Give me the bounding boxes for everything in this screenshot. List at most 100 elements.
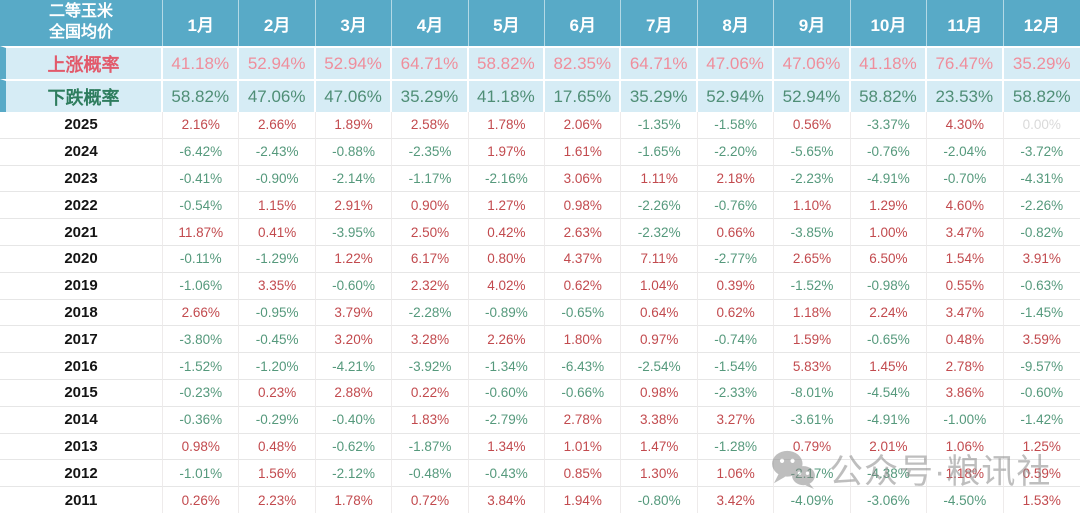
value-cell: 0.22%: [392, 379, 469, 407]
value-cell: 1.89%: [315, 112, 393, 139]
year-row: 2021 11.87% 0.41% -3.95% 2.50% 0.42% 2.63% -2.3…: [0, 219, 1080, 246]
value-cell: 0.55%: [927, 272, 1004, 300]
value-cell: -1.01%: [163, 460, 240, 488]
value-cell: 0.90%: [392, 192, 469, 220]
value-cell: 1.06%: [927, 433, 1004, 461]
value-cell: -0.89%: [468, 299, 546, 327]
value-cell: -0.76%: [850, 138, 928, 166]
value-cell: -0.41%: [163, 165, 240, 193]
value-cell: -0.65%: [545, 299, 622, 327]
value-cell: 1.29%: [850, 192, 928, 220]
value-cell: 0.98%: [163, 433, 240, 461]
month-header: 8月: [697, 0, 775, 46]
value-cell: 2.01%: [850, 433, 928, 461]
value-cell: 1.18%: [927, 460, 1004, 488]
value-cell: -0.98%: [850, 272, 928, 300]
value-cell: 2.50%: [392, 219, 469, 246]
fall-probability-value: 35.29%: [621, 79, 698, 112]
value-cell: -0.88%: [315, 138, 393, 166]
value-cell: -4.91%: [850, 406, 928, 434]
month-header: 10月: [850, 0, 928, 46]
value-cell: -3.61%: [774, 406, 851, 434]
value-cell: -4.38%: [850, 460, 928, 488]
value-cell: -0.76%: [697, 192, 775, 220]
value-cell: 1.94%: [545, 487, 622, 513]
value-cell: 1.10%: [774, 192, 851, 220]
value-cell: 3.86%: [927, 379, 1004, 407]
value-cell: -4.09%: [774, 487, 851, 513]
value-cell: -2.79%: [468, 406, 546, 434]
year-row: 2017 -3.80% -0.45% 3.20% 3.28% 2.26% 1.80% 0.97…: [0, 326, 1080, 354]
value-cell: 1.45%: [850, 353, 928, 380]
year-label: 2022: [0, 192, 164, 220]
value-cell: 0.23%: [239, 379, 316, 407]
value-cell: -1.87%: [392, 433, 469, 461]
month-header: 7月: [621, 0, 698, 46]
value-cell: 1.78%: [468, 112, 546, 139]
value-cell: -4.21%: [315, 353, 393, 380]
value-cell: -1.65%: [621, 138, 698, 166]
value-cell: 0.56%: [774, 112, 851, 139]
value-cell: 2.78%: [545, 406, 622, 434]
table-title-line: 全国均价: [49, 24, 114, 41]
value-cell: 1.30%: [621, 460, 698, 488]
value-cell: -0.70%: [927, 165, 1004, 193]
rise-probability-value: 41.18%: [850, 46, 928, 79]
year-label: 2019: [0, 272, 164, 300]
value-cell: -0.11%: [163, 245, 240, 273]
value-cell: -0.29%: [239, 406, 316, 434]
rise-probability-value: 35.29%: [1003, 46, 1080, 79]
value-cell: -4.31%: [1003, 165, 1080, 193]
fall-probability-value: 52.94%: [697, 79, 775, 112]
value-cell: -0.45%: [239, 326, 316, 354]
value-cell: -1.45%: [1003, 299, 1080, 327]
month-header: 9月: [774, 0, 851, 46]
value-cell: -5.65%: [774, 138, 851, 166]
value-cell: 3.84%: [468, 487, 546, 513]
value-cell: 2.91%: [315, 192, 393, 220]
value-cell: -2.14%: [315, 165, 393, 193]
value-cell: 0.72%: [392, 487, 469, 513]
year-row: 2022 -0.54% 1.15% 2.91% 0.90% 1.27% 0.98% -2.26…: [0, 192, 1080, 220]
rise-probability-value: 82.35%: [545, 46, 622, 79]
year-row: 2014 -0.36% -0.29% -0.40% 1.83% -2.79% 2.78% 3.…: [0, 406, 1080, 434]
value-cell: 6.50%: [850, 245, 928, 273]
year-label: 2012: [0, 460, 164, 488]
year-label: 2024: [0, 138, 164, 166]
value-cell: 2.18%: [697, 165, 775, 193]
value-cell: 3.47%: [927, 219, 1004, 246]
value-cell: 2.26%: [468, 326, 546, 354]
value-cell: -3.72%: [1003, 138, 1080, 166]
value-cell: -2.28%: [392, 299, 469, 327]
table-header: 二等玉米 全国均价 1月 2月 3月 4月 5月 6月 7月 8月 9月 10月 11月 12月: [0, 0, 1080, 46]
value-cell: -1.06%: [163, 272, 240, 300]
rise-probability-value: 58.82%: [468, 46, 546, 79]
value-cell: 3.59%: [1003, 326, 1080, 354]
year-label: 2018: [0, 299, 164, 327]
fall-probability-value: 41.18%: [468, 79, 546, 112]
value-cell: 2.32%: [392, 272, 469, 300]
value-cell: -1.00%: [927, 406, 1004, 434]
value-cell: 3.27%: [697, 406, 775, 434]
value-cell: -6.42%: [163, 138, 240, 166]
value-cell: -0.43%: [468, 460, 546, 488]
value-cell: 11.87%: [163, 219, 240, 246]
month-header: 3月: [315, 0, 393, 46]
year-row: 2013 0.98% 0.48% -0.62% -1.87% 1.34% 1.01% 1.47…: [0, 433, 1080, 461]
value-cell: 2.65%: [774, 245, 851, 273]
value-cell: -2.77%: [697, 245, 775, 273]
value-cell: 4.60%: [927, 192, 1004, 220]
value-cell: 2.66%: [239, 112, 316, 139]
value-cell: -0.63%: [1003, 272, 1080, 300]
fall-probability-value: 47.06%: [239, 79, 316, 112]
year-row: 2018 2.66% -0.95% 3.79% -2.28% -0.89% -0.65% 0.…: [0, 299, 1080, 327]
value-cell: -1.58%: [697, 112, 775, 139]
value-cell: 1.80%: [545, 326, 622, 354]
year-label: 2014: [0, 406, 164, 434]
value-cell: -2.54%: [621, 353, 698, 380]
header-row: 二等玉米 全国均价 1月 2月 3月 4月 5月 6月 7月 8月 9月 10月 11月 12月: [0, 0, 1080, 46]
value-cell: 0.98%: [621, 379, 698, 407]
rise-probability-value: 47.06%: [774, 46, 851, 79]
value-cell: 1.61%: [545, 138, 622, 166]
